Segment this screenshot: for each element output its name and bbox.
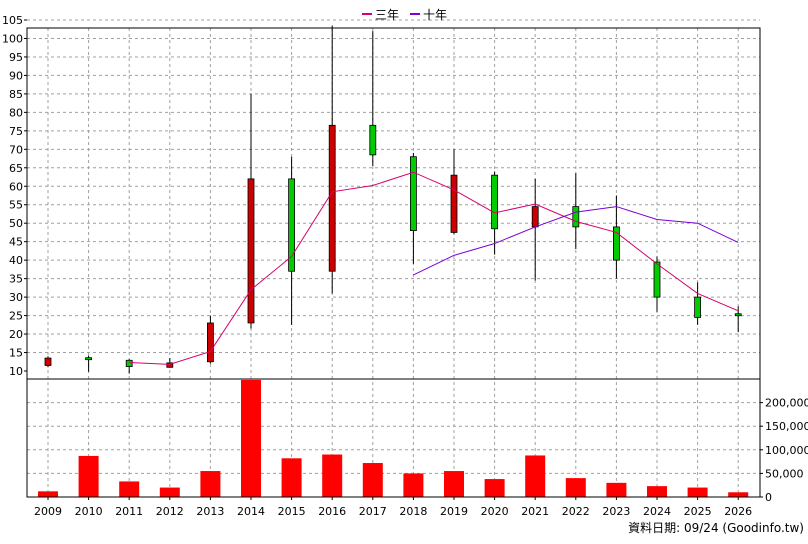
candle-body bbox=[653, 261, 661, 298]
legend: 三年 十年 bbox=[362, 8, 447, 22]
volume-tick-label: 150,000 bbox=[765, 420, 808, 433]
candle-body bbox=[288, 178, 296, 272]
candle-body bbox=[409, 156, 417, 231]
volume-bar bbox=[403, 473, 424, 497]
legend-label: 十年 bbox=[423, 8, 447, 22]
year-tick-label: 2019 bbox=[440, 505, 468, 518]
volume-bar bbox=[525, 455, 546, 497]
candle-body bbox=[491, 174, 499, 230]
year-tick-label: 2014 bbox=[237, 505, 265, 518]
candle-body bbox=[734, 313, 742, 317]
candle-body bbox=[247, 178, 255, 324]
price-tick-label: 55 bbox=[9, 199, 23, 212]
price-tick-label: 35 bbox=[9, 273, 23, 286]
volume-tick-label: 50,000 bbox=[765, 467, 804, 480]
price-tick-label: 105 bbox=[2, 14, 23, 27]
volume-bar bbox=[565, 478, 586, 497]
year-tick-label: 2018 bbox=[399, 505, 427, 518]
year-tick-label: 2015 bbox=[278, 505, 306, 518]
price-tick-label: 75 bbox=[9, 125, 23, 138]
price-tick-label: 100 bbox=[2, 32, 23, 45]
volume-bar bbox=[647, 486, 667, 497]
year-tick-label: 2020 bbox=[481, 505, 509, 518]
price-tick-label: 65 bbox=[9, 162, 23, 175]
moving-average-lines bbox=[129, 171, 739, 365]
year-tick-label: 2016 bbox=[318, 505, 346, 518]
candle-body bbox=[44, 357, 52, 366]
volume-bar bbox=[444, 471, 464, 497]
price-tick-label: 25 bbox=[9, 310, 23, 323]
year-tick-label: 2021 bbox=[521, 505, 549, 518]
price-tick-label: 15 bbox=[9, 347, 23, 360]
series-line-three-year bbox=[129, 171, 739, 365]
year-tick-label: 2025 bbox=[684, 505, 712, 518]
volume-bar bbox=[38, 491, 58, 497]
footer-source-text: 資料日期: 09/24 (Goodinfo.tw) bbox=[628, 521, 804, 535]
year-tick-label: 2011 bbox=[115, 505, 143, 518]
year-tick-label: 2017 bbox=[359, 505, 387, 518]
legend-label: 三年 bbox=[375, 8, 399, 22]
year-tick-label: 2022 bbox=[562, 505, 590, 518]
price-tick-label: 45 bbox=[9, 236, 23, 249]
price-tick-label: 60 bbox=[9, 180, 23, 193]
price-tick-label: 70 bbox=[9, 143, 23, 156]
year-tick-label: 2012 bbox=[156, 505, 184, 518]
year-tick-label: 2023 bbox=[602, 505, 630, 518]
candle-body bbox=[328, 124, 336, 272]
volume-bar bbox=[281, 458, 302, 497]
candle-body bbox=[85, 357, 92, 361]
volume-bar bbox=[687, 487, 708, 497]
candle-body bbox=[166, 362, 174, 368]
axes: 1015202530354045505560657075808590951001… bbox=[2, 14, 808, 518]
candle-body bbox=[206, 322, 214, 363]
volume-bar bbox=[78, 455, 99, 497]
year-tick-label: 2009 bbox=[34, 505, 62, 518]
volume-bar bbox=[159, 487, 180, 497]
volume-bar bbox=[362, 463, 383, 497]
price-tick-label: 50 bbox=[9, 217, 23, 230]
price-tick-label: 20 bbox=[9, 328, 23, 341]
volume-bars bbox=[38, 379, 749, 497]
price-tick-label: 30 bbox=[9, 291, 23, 304]
price-tick-label: 85 bbox=[9, 88, 23, 101]
candle-body bbox=[613, 226, 620, 261]
volume-bar bbox=[484, 479, 505, 497]
year-tick-label: 2013 bbox=[196, 505, 224, 518]
candle-body bbox=[369, 124, 377, 156]
volume-bar bbox=[728, 492, 749, 497]
volume-bar bbox=[606, 482, 627, 497]
price-tick-label: 10 bbox=[9, 365, 23, 378]
volume-tick-label: 100,000 bbox=[765, 444, 808, 457]
candle-body bbox=[531, 206, 539, 228]
price-tick-label: 95 bbox=[9, 51, 23, 64]
plot-frame bbox=[26, 27, 761, 498]
volume-bar bbox=[322, 454, 343, 497]
volume-bar bbox=[119, 481, 140, 497]
candle-body bbox=[572, 206, 580, 228]
candle-body bbox=[694, 296, 701, 318]
price-tick-label: 40 bbox=[9, 254, 23, 267]
year-tick-label: 2026 bbox=[724, 505, 752, 518]
volume-tick-label: 0 bbox=[765, 491, 772, 504]
volume-bar bbox=[200, 471, 221, 497]
year-tick-label: 2010 bbox=[75, 505, 103, 518]
candle-body bbox=[450, 174, 458, 233]
volume-tick-label: 200,000 bbox=[765, 397, 808, 410]
year-tick-label: 2024 bbox=[643, 505, 671, 518]
candle-body bbox=[125, 359, 133, 367]
candlesticks bbox=[44, 25, 742, 374]
price-tick-label: 80 bbox=[9, 106, 23, 119]
price-tick-label: 90 bbox=[9, 69, 23, 82]
volume-bar bbox=[241, 379, 261, 497]
series-line-ten-year bbox=[413, 206, 739, 276]
